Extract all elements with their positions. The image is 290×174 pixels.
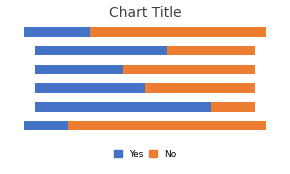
Bar	[35, 102, 211, 112]
Bar	[211, 102, 255, 112]
Bar	[145, 84, 255, 93]
Bar	[123, 65, 255, 74]
Title: Chart Title: Chart Title	[109, 6, 181, 19]
Bar	[35, 65, 123, 74]
Bar	[90, 27, 266, 37]
Bar	[24, 121, 68, 130]
Bar	[68, 121, 266, 130]
Bar	[35, 84, 145, 93]
Legend: Yes, No: Yes, No	[110, 147, 180, 163]
Bar	[167, 46, 255, 55]
Bar	[24, 27, 90, 37]
Bar	[35, 46, 167, 55]
